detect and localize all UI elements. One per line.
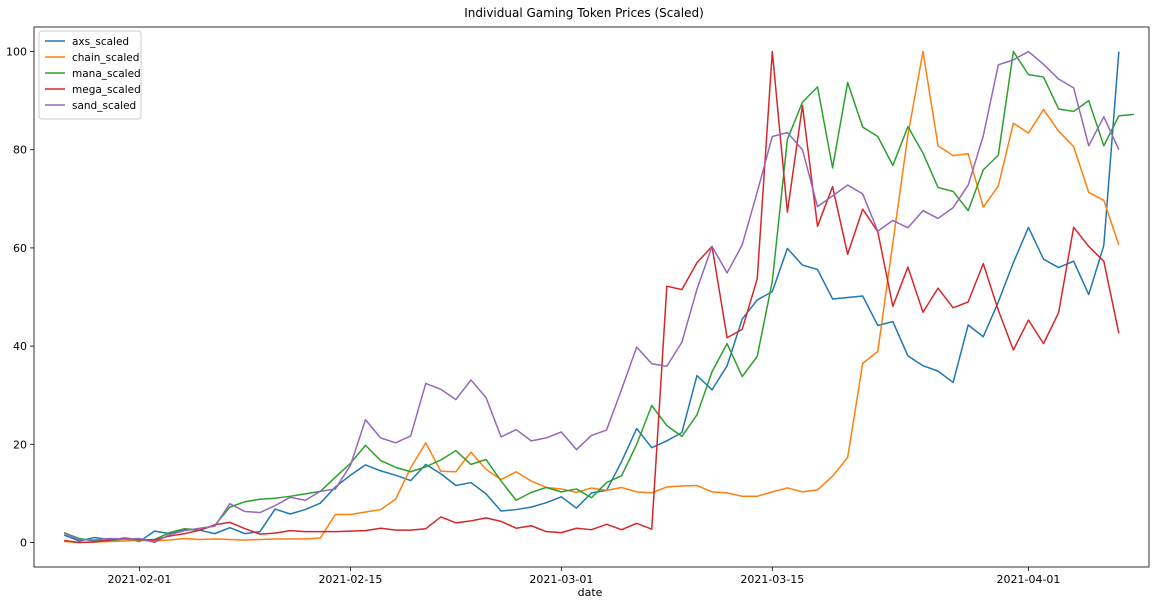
y-tick-label: 40: [13, 340, 27, 353]
legend-label: mana_scaled: [72, 68, 141, 80]
legend-box: [38, 30, 142, 120]
chart-title: Individual Gaming Token Prices (Scaled): [464, 6, 704, 20]
x-tick-label: 2021-02-15: [318, 573, 382, 586]
series-line-mana-scaled: [63, 50, 1135, 542]
x-tick-label: 2021-03-15: [740, 573, 804, 586]
legend-label: axs_scaled: [72, 36, 129, 48]
y-axis: 0 20 40 60 80 100: [6, 46, 34, 549]
x-tick-label: 2021-02-01: [108, 573, 172, 586]
x-axis-label: date: [578, 586, 603, 599]
y-tick-label: 20: [13, 438, 27, 451]
series-lines: [63, 50, 1135, 544]
x-axis: 2021-02-01 2021-02-15 2021-03-01 2021-03-15…: [108, 567, 1060, 586]
legend: axs_scaled chain_scaled mana_scaled mega_sc…: [38, 30, 142, 120]
plot-frame: [33, 26, 1150, 568]
series-line-sand-scaled: [63, 50, 1120, 544]
x-tick-label: 2021-04-01: [996, 573, 1060, 586]
x-tick-label: 2021-03-01: [529, 573, 593, 586]
series-line-chain-scaled: [64, 50, 1120, 544]
legend-label: mega_scaled: [72, 84, 141, 96]
y-tick-label: 0: [20, 536, 27, 549]
series-line-mega-scaled: [64, 50, 1120, 544]
y-tick-label: 100: [6, 46, 27, 59]
y-tick-label: 80: [13, 144, 27, 157]
legend-label: chain_scaled: [72, 52, 139, 64]
series-line-axs-scaled: [63, 51, 1120, 543]
y-tick-label: 60: [13, 242, 27, 255]
legend-label: sand_scaled: [72, 100, 136, 112]
